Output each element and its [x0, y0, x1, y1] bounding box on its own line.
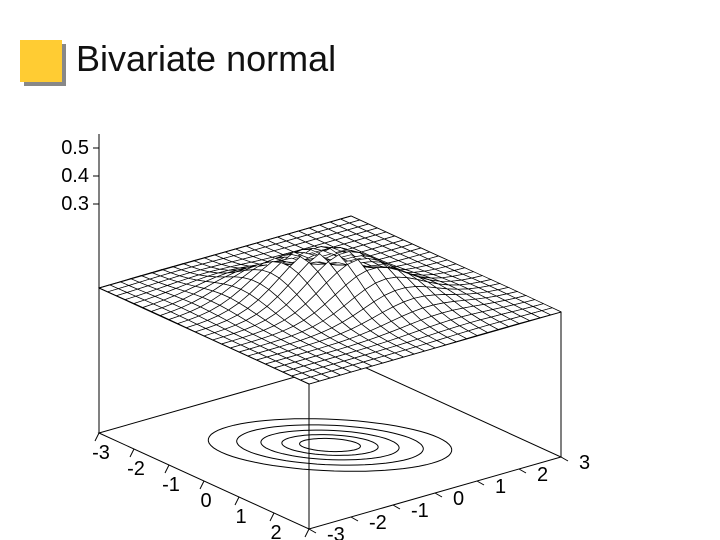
y-tick-label: 3: [579, 452, 590, 474]
z-tick-label: 0.3: [61, 193, 89, 215]
floor-box: [99, 361, 561, 529]
y-tick-label: -1: [411, 500, 429, 522]
y-tick-label: 0: [453, 488, 464, 510]
z-tick-label: 0.4: [61, 165, 89, 187]
bivariate-normal-plot: 0.30.40.5-3-2-10123-3-2-10123: [0, 0, 720, 540]
y-tick-label: -3: [327, 524, 345, 540]
y-tick-label: -2: [369, 512, 387, 534]
title-bullet-square: [20, 40, 62, 82]
y-tick-label: 1: [495, 476, 506, 498]
contour-line: [282, 435, 378, 456]
x-tick-label: -2: [127, 458, 145, 480]
x-tick-label: 1: [235, 506, 246, 528]
contour-line: [237, 425, 424, 465]
contour-line: [208, 419, 451, 472]
x-tick-label: 2: [270, 522, 281, 540]
z-tick-label: 0.5: [61, 137, 89, 159]
chart-title: Bivariate normal: [76, 38, 336, 80]
x-tick-label: 0: [200, 490, 211, 512]
x-tick-label: -3: [92, 442, 110, 464]
y-tick-label: 2: [537, 464, 548, 486]
x-tick-label: -1: [162, 474, 180, 496]
